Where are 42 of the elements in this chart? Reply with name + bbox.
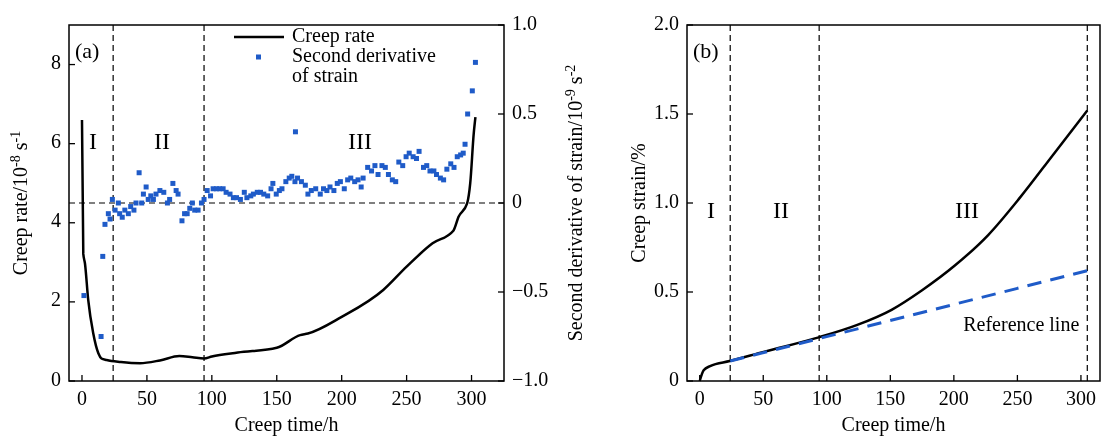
- y-tick-label: 1.0: [654, 189, 679, 212]
- y-tick-label: 8: [51, 51, 61, 74]
- y-tick-label: 0: [669, 367, 679, 390]
- x-tick-label: 0: [694, 387, 705, 409]
- x-axis-title: Creep time/h: [234, 413, 339, 436]
- x-tick-label: 50: [136, 387, 157, 409]
- x-tick-label: 50: [753, 387, 774, 409]
- y-tick-label: 2.0: [654, 11, 679, 34]
- y-tick-label: 0.5: [654, 278, 679, 301]
- y2-tick-label: −0.5: [512, 278, 549, 301]
- annotation: (a): [75, 38, 100, 64]
- annotation: I: [89, 127, 97, 154]
- x-tick-label: 100: [196, 387, 227, 409]
- y-axis-title: Creep strain/%: [627, 143, 650, 263]
- x-tick-label: 250: [391, 387, 422, 409]
- x-tick-label: 200: [938, 387, 969, 409]
- annotation: (b): [693, 38, 719, 64]
- annotation: III: [348, 127, 372, 154]
- x-axis-title: Creep time/h: [841, 413, 946, 436]
- x-tick-label: 250: [1002, 387, 1033, 409]
- y2-tick-label: −1.0: [512, 367, 549, 390]
- x-tick-label: 150: [875, 387, 906, 409]
- x-tick-label: 0: [76, 387, 87, 409]
- x-tick-label: 200: [326, 387, 357, 409]
- x-tick-label: 300: [1065, 387, 1096, 409]
- y-tick-label: 1.5: [654, 100, 679, 123]
- x-tick-label: 150: [261, 387, 292, 409]
- legend-label: Creep rate: [292, 23, 375, 47]
- y-tick-label: 2: [51, 288, 61, 311]
- y-tick-label: 0: [51, 367, 61, 390]
- y2-tick-label: 1.0: [512, 11, 537, 34]
- annotation: III: [955, 196, 979, 223]
- y2-tick-label: 0.5: [512, 100, 537, 123]
- annotation: II: [773, 196, 789, 223]
- y-tick-label: 4: [51, 209, 61, 232]
- x-tick-label: 100: [811, 387, 842, 409]
- y2-tick-label: 0: [512, 189, 522, 212]
- y-tick-label: 6: [51, 130, 61, 153]
- x-tick-label: 300: [456, 387, 487, 409]
- annotation: I: [707, 196, 715, 223]
- annotation: II: [154, 127, 170, 154]
- series-label: Reference line: [963, 312, 1080, 335]
